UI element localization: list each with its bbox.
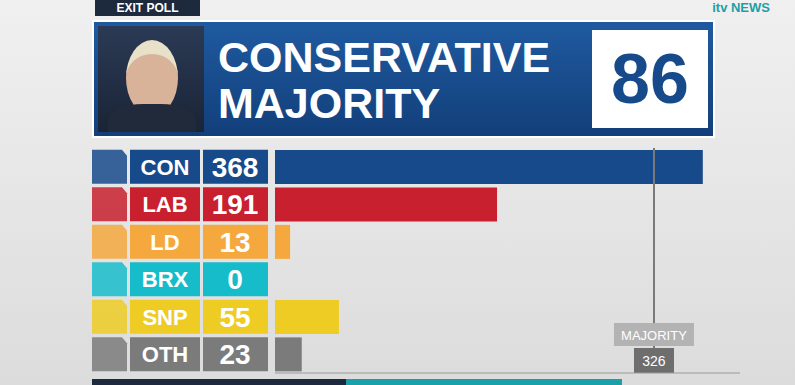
svg-text:MAJORITY: MAJORITY xyxy=(621,328,687,343)
svg-text:55: 55 xyxy=(219,302,250,333)
html-text:86: 86 xyxy=(611,40,689,118)
svg-text:BRX: BRX xyxy=(142,267,189,292)
svg-text:SNP: SNP xyxy=(142,305,187,330)
html-text:MAJORITY: MAJORITY xyxy=(218,79,441,127)
svg-text:13: 13 xyxy=(219,227,250,258)
svg-text:OTH: OTH xyxy=(142,342,188,367)
svg-text:191: 191 xyxy=(212,189,259,220)
svg-text:23: 23 xyxy=(219,339,250,370)
html-text:EXIT POLL: EXIT POLL xyxy=(116,1,179,15)
svg-text:LAB: LAB xyxy=(142,192,187,217)
svg-text:0: 0 xyxy=(227,264,243,295)
svg-text:CON: CON xyxy=(141,155,190,180)
svg-text:326: 326 xyxy=(642,353,666,369)
html-text:itv NEWS: itv NEWS xyxy=(712,0,770,15)
html-text:CONSERVATIVE: CONSERVATIVE xyxy=(218,33,551,81)
svg-text:LD: LD xyxy=(150,230,179,255)
svg-text:368: 368 xyxy=(212,152,259,183)
